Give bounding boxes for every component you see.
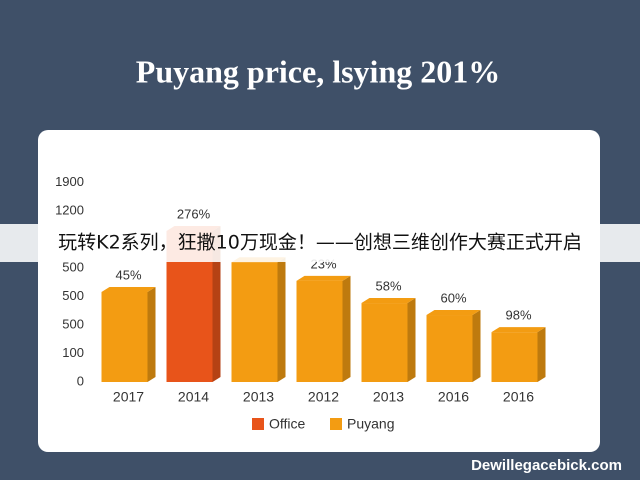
chart-title: Puyang price, lsying 201% bbox=[136, 53, 500, 89]
bar bbox=[101, 291, 148, 382]
bar-top bbox=[491, 327, 546, 333]
y-tick-label: 0 bbox=[77, 373, 84, 388]
bar-top bbox=[101, 286, 156, 292]
bar bbox=[361, 303, 408, 382]
legend-swatch bbox=[330, 418, 342, 430]
bar-side bbox=[537, 327, 546, 382]
y-tick-label: 500 bbox=[62, 259, 84, 274]
y-tick-label: 1900 bbox=[55, 174, 84, 189]
data-label: 60% bbox=[440, 290, 466, 305]
x-tick-label: 2014 bbox=[178, 389, 209, 405]
x-tick-label: 2016 bbox=[503, 389, 534, 405]
legend-label: Office bbox=[269, 416, 306, 432]
bar bbox=[491, 332, 538, 382]
x-tick-label: 2013 bbox=[243, 389, 274, 405]
bar-side bbox=[212, 225, 221, 382]
y-tick-label: 500 bbox=[62, 288, 84, 303]
legend-swatch bbox=[252, 418, 264, 430]
x-tick-label: 2012 bbox=[308, 389, 339, 405]
bar bbox=[231, 262, 278, 382]
bar-side bbox=[407, 298, 416, 382]
x-tick-label: 2013 bbox=[373, 389, 404, 405]
data-label: 276% bbox=[177, 206, 211, 221]
y-tick-label: 1200 bbox=[55, 202, 84, 217]
banner-text: 玩转K2系列，狂撒10万现金！——创想三维创作大赛正式开启 bbox=[58, 232, 582, 254]
bar-side bbox=[277, 257, 286, 382]
bar bbox=[426, 315, 473, 382]
bar bbox=[296, 280, 343, 382]
data-label: 58% bbox=[375, 278, 401, 293]
watermark: Dewillegacebick.com bbox=[471, 457, 622, 474]
bar-top bbox=[361, 298, 416, 304]
legend-label: Puyang bbox=[347, 416, 394, 432]
bar-side bbox=[472, 310, 481, 382]
banner bbox=[0, 224, 640, 262]
bar-top bbox=[426, 310, 481, 316]
bar-top bbox=[296, 275, 351, 281]
bar-side bbox=[147, 286, 156, 382]
data-label: 45% bbox=[115, 267, 141, 282]
data-label: 98% bbox=[505, 308, 531, 323]
x-tick-label: 2016 bbox=[438, 389, 469, 405]
bar-side bbox=[342, 275, 351, 382]
x-tick-label: 2017 bbox=[113, 389, 144, 405]
y-tick-label: 500 bbox=[62, 316, 84, 331]
y-tick-label: 100 bbox=[62, 345, 84, 360]
